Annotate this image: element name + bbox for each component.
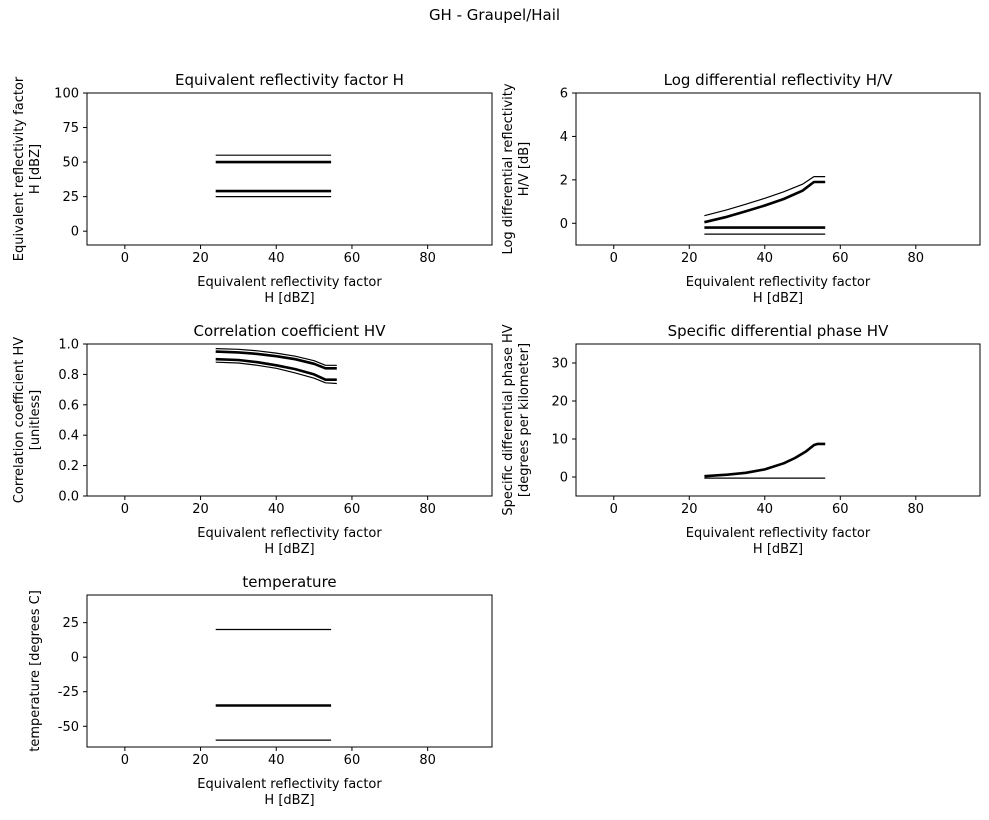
- y-tick-label: 4: [560, 130, 568, 145]
- y-tick-label: 0.2: [58, 459, 79, 474]
- y-tick-label: 0.8: [58, 368, 79, 383]
- x-tick-label: 60: [832, 502, 849, 517]
- x-tick-label: 20: [192, 251, 209, 266]
- x-axis-label: H [dBZ]: [264, 542, 314, 557]
- x-tick-label: 80: [908, 502, 925, 517]
- y-tick-label: 100: [54, 87, 79, 102]
- x-tick-label: 0: [121, 502, 129, 517]
- x-tick-label: 20: [681, 502, 698, 517]
- x-axis-label: Equivalent reflectivity factor: [686, 526, 871, 541]
- axes-frame: [86, 594, 493, 748]
- x-axis-label: H [dBZ]: [264, 793, 314, 808]
- x-tick-label: 60: [832, 251, 849, 266]
- subplot-title: Equivalent reflectivity factor H: [175, 71, 404, 89]
- y-tick-label: 75: [62, 121, 79, 136]
- series-line-1: [704, 176, 826, 217]
- y-tick-label: 6: [560, 87, 568, 102]
- subplot-title: Log differential reflectivity H/V: [664, 71, 894, 89]
- x-tick-label: 20: [192, 502, 209, 517]
- x-tick-label: 0: [121, 251, 129, 266]
- y-tick-label: 0.6: [58, 398, 79, 413]
- series-line-1: [215, 348, 337, 366]
- y-axis-label: H [dBZ]: [28, 144, 43, 194]
- y-tick-label: 0: [560, 217, 568, 232]
- subplot-title: temperature: [242, 573, 336, 591]
- x-axis-label: H [dBZ]: [753, 542, 803, 557]
- subplot-3: 0 20 40 60 80 0.0 0.2 0.4 0.6 0.8 1.0 Correlation c…: [12, 322, 493, 557]
- y-tick-label: 0: [71, 225, 79, 240]
- axes-frame: [86, 343, 493, 497]
- x-tick-label: 40: [268, 251, 285, 266]
- y-tick-label: 2: [560, 173, 568, 188]
- y-axis-label: [unitless]: [28, 390, 43, 451]
- y-tick-label: 50: [62, 156, 79, 171]
- subplot-2: 0 20 40 60 80 0 2 4 6 Log differential reflectivi…: [501, 71, 981, 306]
- x-tick-label: 20: [681, 251, 698, 266]
- y-tick-label: -25: [58, 685, 79, 700]
- x-tick-label: 80: [419, 251, 436, 266]
- subplot-1: 0 20 40 60 80 0 25 50 75 100 Equivalent reflectivi…: [12, 71, 493, 306]
- x-tick-label: 0: [121, 753, 129, 768]
- x-tick-label: 0: [610, 502, 618, 517]
- y-axis-label: Equivalent reflectivity factor: [12, 76, 27, 261]
- y-tick-label: 10: [551, 433, 568, 448]
- subplot-5: 0 20 40 60 80 -50 -25 0 25 temperature Equivalent …: [28, 573, 493, 808]
- axes-frame: [86, 92, 493, 246]
- series-line-4: [215, 361, 337, 385]
- x-tick-label: 40: [268, 502, 285, 517]
- y-tick-label: 0.0: [58, 490, 79, 505]
- x-tick-label: 60: [344, 753, 361, 768]
- x-axis-label: H [dBZ]: [264, 291, 314, 306]
- x-axis-label: H [dBZ]: [753, 291, 803, 306]
- x-tick-label: 0: [610, 251, 618, 266]
- x-tick-label: 60: [344, 251, 361, 266]
- y-axis-label: Specific differential phase HV: [501, 324, 516, 515]
- x-tick-label: 80: [419, 502, 436, 517]
- y-axis-label: Correlation coefficient HV: [12, 337, 27, 503]
- y-tick-label: 25: [62, 616, 79, 631]
- subplot-title: Specific differential phase HV: [668, 322, 889, 340]
- series-line-3: [215, 357, 337, 382]
- x-tick-label: 80: [419, 753, 436, 768]
- x-tick-label: 40: [757, 502, 774, 517]
- x-tick-label: 40: [268, 753, 285, 768]
- y-tick-label: 0: [71, 651, 79, 666]
- x-tick-label: 80: [908, 251, 925, 266]
- figure-title: GH - Graupel/Hail: [428, 6, 561, 24]
- subplot-title: Correlation coefficient HV: [194, 322, 387, 340]
- x-tick-label: 40: [757, 251, 774, 266]
- y-tick-label: 25: [62, 190, 79, 205]
- x-axis-label: Equivalent reflectivity factor: [197, 777, 382, 792]
- y-tick-label: 0: [560, 471, 568, 486]
- x-tick-label: 60: [344, 502, 361, 517]
- y-axis-label: [degrees per kilometer]: [517, 343, 532, 497]
- y-tick-label: 20: [551, 395, 568, 410]
- y-axis-label: temperature [degrees C]: [28, 590, 43, 752]
- y-axis-label: Log differential reflectivity: [501, 83, 516, 254]
- series-line-2: [215, 350, 337, 370]
- x-axis-label: Equivalent reflectivity factor: [686, 275, 871, 290]
- y-tick-label: 0.4: [58, 429, 79, 444]
- subplot-4: 0 20 40 60 80 0 10 20 30 Specific differential ph…: [501, 322, 981, 557]
- axes-frame: [575, 343, 981, 497]
- y-axis-label: H/V [dB]: [517, 142, 532, 197]
- x-tick-label: 20: [192, 753, 209, 768]
- axes-frame: [575, 92, 981, 246]
- x-axis-label: Equivalent reflectivity factor: [197, 526, 382, 541]
- y-tick-label: 1.0: [58, 338, 79, 353]
- series-line-2: [704, 180, 826, 224]
- y-tick-label: -50: [58, 720, 79, 735]
- x-axis-label: Equivalent reflectivity factor: [197, 275, 382, 290]
- series-line-1: [704, 442, 826, 478]
- y-tick-label: 30: [551, 357, 568, 372]
